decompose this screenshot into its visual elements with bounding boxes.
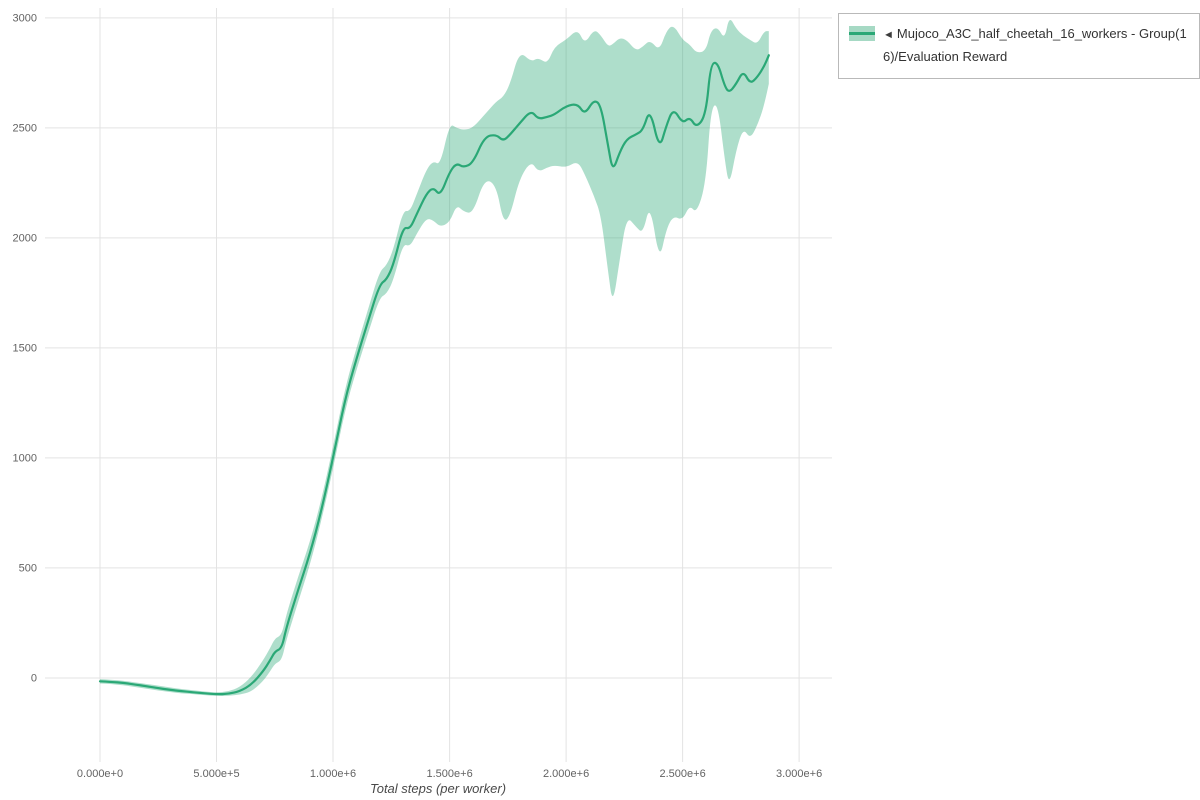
svg-text:1.000e+6: 1.000e+6: [310, 768, 356, 780]
legend-swatch: [849, 26, 875, 41]
series-line: [98, 54, 770, 696]
svg-text:3.000e+6: 3.000e+6: [776, 768, 822, 780]
legend-collapse-icon[interactable]: ◄: [883, 29, 894, 41]
svg-text:0.000e+0: 0.000e+0: [77, 768, 123, 780]
svg-text:3000: 3000: [13, 12, 37, 24]
series-band: [100, 19, 769, 697]
svg-text:1500: 1500: [13, 342, 37, 354]
svg-text:1000: 1000: [13, 452, 37, 464]
legend-label: ◄ Mujoco_A3C_half_cheetah_16_workers - Gr…: [883, 23, 1189, 69]
svg-text:1.500e+6: 1.500e+6: [427, 768, 473, 780]
legend-series-name: Mujoco_A3C_half_cheetah_16_workers - Gro…: [883, 26, 1187, 64]
svg-text:2.000e+6: 2.000e+6: [543, 768, 589, 780]
y-tick-labels: 0 500 1000 1500 2000 2500 3000: [13, 12, 37, 684]
svg-text:0: 0: [31, 673, 37, 685]
legend-swatch-line-icon: [849, 32, 875, 35]
svg-text:500: 500: [19, 562, 37, 574]
svg-text:2500: 2500: [13, 122, 37, 134]
legend[interactable]: ◄ Mujoco_A3C_half_cheetah_16_workers - Gr…: [838, 13, 1200, 79]
x-axis-label: Total steps (per worker): [369, 781, 507, 796]
x-tick-labels: 0.000e+0 5.000e+5 1.000e+6 1.500e+6 2.000e+6…: [77, 768, 822, 780]
svg-text:5.000e+5: 5.000e+5: [193, 768, 239, 780]
gridlines: [45, 8, 832, 762]
svg-text:2000: 2000: [13, 232, 37, 244]
svg-text:2.500e+6: 2.500e+6: [660, 768, 706, 780]
